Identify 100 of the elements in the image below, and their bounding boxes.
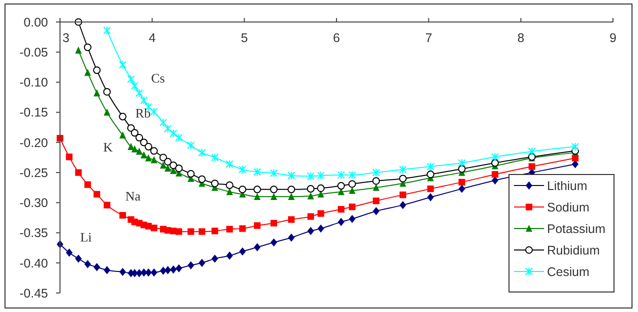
point <box>372 184 380 191</box>
annotation: Na <box>125 188 141 204</box>
point <box>75 254 82 263</box>
point <box>150 107 158 116</box>
y-tick-label: -0.30 <box>20 196 48 210</box>
point <box>318 224 324 233</box>
point <box>372 207 380 216</box>
point <box>136 148 143 155</box>
point <box>528 147 536 156</box>
y-tick-label: -0.15 <box>20 106 48 120</box>
point <box>226 188 233 196</box>
point <box>170 265 177 274</box>
point <box>306 185 314 193</box>
point <box>170 162 178 170</box>
point <box>572 160 579 168</box>
annotation: Cs <box>151 70 165 86</box>
point <box>119 131 126 139</box>
point <box>239 247 246 256</box>
point <box>270 168 278 178</box>
point <box>288 192 295 200</box>
y-tick-label: -0.05 <box>20 45 48 60</box>
point <box>212 228 218 234</box>
point <box>238 165 246 174</box>
point <box>400 192 406 198</box>
point <box>348 170 356 180</box>
point <box>270 238 278 247</box>
point <box>94 89 100 96</box>
point <box>239 225 246 232</box>
point <box>426 162 434 171</box>
legend-label: Potassium <box>547 222 606 236</box>
legend-label: Cesium <box>547 264 590 279</box>
point <box>528 163 536 170</box>
point <box>307 213 314 220</box>
point <box>458 178 466 186</box>
x-tick-label: 7 <box>425 31 432 45</box>
point <box>164 266 172 274</box>
point <box>150 147 158 155</box>
point <box>348 204 356 210</box>
point <box>458 184 466 193</box>
point <box>145 268 152 277</box>
point <box>307 226 314 236</box>
point <box>210 153 219 162</box>
point <box>175 164 183 172</box>
point <box>104 108 110 116</box>
x-tick-label: 3 <box>62 31 70 45</box>
point <box>103 88 111 96</box>
point <box>316 171 325 180</box>
point <box>170 129 178 138</box>
point <box>130 129 138 137</box>
x-tick-label: 6 <box>333 31 340 45</box>
point <box>119 268 126 276</box>
point <box>426 170 434 178</box>
y-tick-label: -0.45 <box>20 286 48 300</box>
point <box>338 218 344 226</box>
point <box>140 151 148 158</box>
y-tick-label: -0.25 <box>20 166 48 180</box>
point <box>119 212 126 219</box>
annotation: Rb <box>135 106 151 121</box>
y-tick-label: 0.00 <box>24 15 48 30</box>
point <box>118 60 127 70</box>
point <box>103 26 111 35</box>
point <box>254 243 261 252</box>
point <box>337 170 345 180</box>
point <box>226 252 233 260</box>
point <box>160 266 167 275</box>
x-tick-label: 5 <box>240 31 248 45</box>
point <box>372 168 380 177</box>
point <box>135 134 144 142</box>
point <box>188 228 194 235</box>
point <box>288 233 295 242</box>
legend-label: Lithium <box>547 178 588 193</box>
point <box>226 160 234 168</box>
point <box>318 210 324 217</box>
point <box>150 156 158 164</box>
point <box>270 186 278 194</box>
point <box>94 190 100 198</box>
point <box>187 170 195 178</box>
point <box>372 198 380 204</box>
point <box>131 145 138 152</box>
point <box>160 162 167 169</box>
point <box>254 222 261 229</box>
point <box>93 66 101 74</box>
point <box>492 171 498 178</box>
point <box>288 216 295 223</box>
annotation: K <box>103 140 114 155</box>
y-tick-label: -0.20 <box>20 136 48 150</box>
point <box>226 181 234 189</box>
point <box>288 186 296 194</box>
point <box>427 193 434 202</box>
point <box>176 264 182 272</box>
point <box>66 154 73 160</box>
y-tick-label: -0.10 <box>20 76 48 90</box>
point <box>140 138 148 146</box>
point <box>118 112 126 120</box>
point <box>66 248 73 257</box>
point <box>491 152 499 162</box>
point <box>348 214 356 224</box>
point <box>150 224 158 232</box>
x-tick-label: 4 <box>148 31 156 45</box>
point <box>159 154 168 162</box>
